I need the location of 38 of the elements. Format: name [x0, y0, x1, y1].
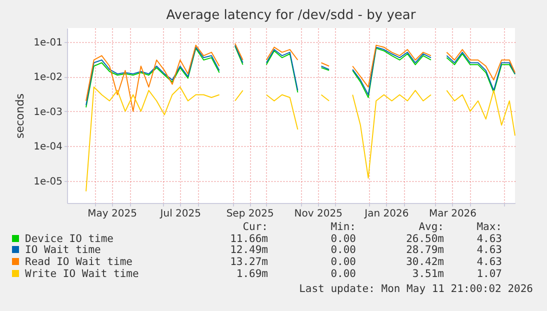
legend-label: IO Wait time — [24, 244, 102, 257]
x-tick-label: Nov 2025 — [294, 208, 342, 220]
text: 28.79m — [405, 244, 444, 257]
y-tick-label: 1e-02 — [34, 72, 62, 84]
legend-label: Read IO Wait time — [24, 256, 134, 269]
text: Avg: — [418, 221, 444, 234]
x-tick-label: Jul 2025 — [159, 208, 201, 220]
text: 26.50m — [405, 232, 444, 245]
x-tick-label: May 2025 — [88, 208, 137, 220]
text: 4.63 — [476, 256, 502, 269]
text: 1.07 — [476, 268, 502, 281]
x-tick-label: Jan 2026 — [364, 208, 409, 220]
text: Min: — [330, 221, 356, 234]
y-tick-label: 1e-01 — [34, 37, 62, 48]
x-tick-label: Sep 2025 — [226, 208, 274, 220]
y-axis-title: seconds — [14, 93, 27, 138]
text: 1.69m — [235, 268, 268, 281]
text: 0.00 — [330, 244, 356, 257]
text: 11.66m — [229, 232, 268, 245]
legend-label: Write IO Wait time — [24, 268, 140, 281]
text: 30.42m — [405, 256, 444, 269]
text: 3.51m — [411, 268, 444, 281]
text: 4.63 — [476, 232, 502, 245]
chart-title: Average latency for /dev/sdd - by year — [166, 8, 416, 23]
text: 0.00 — [330, 268, 356, 281]
text: 0.00 — [330, 232, 356, 245]
x-tick-label: Mar 2026 — [429, 208, 477, 220]
y-tick-label: 1e-04 — [34, 142, 62, 153]
text: 0.00 — [330, 256, 356, 269]
text: 4.63 — [476, 244, 502, 257]
legend-label: Device IO time — [24, 232, 115, 245]
text: 13.27m — [229, 256, 268, 269]
y-tick-label: 1e-05 — [34, 176, 62, 188]
text: Cur: — [242, 221, 268, 234]
text: 12.49m — [229, 244, 268, 257]
text: Last update: Mon May 11 21:00:02 2026 — [299, 283, 533, 295]
text: Max: — [476, 221, 502, 234]
y-tick-label: 1e-03 — [34, 106, 62, 118]
